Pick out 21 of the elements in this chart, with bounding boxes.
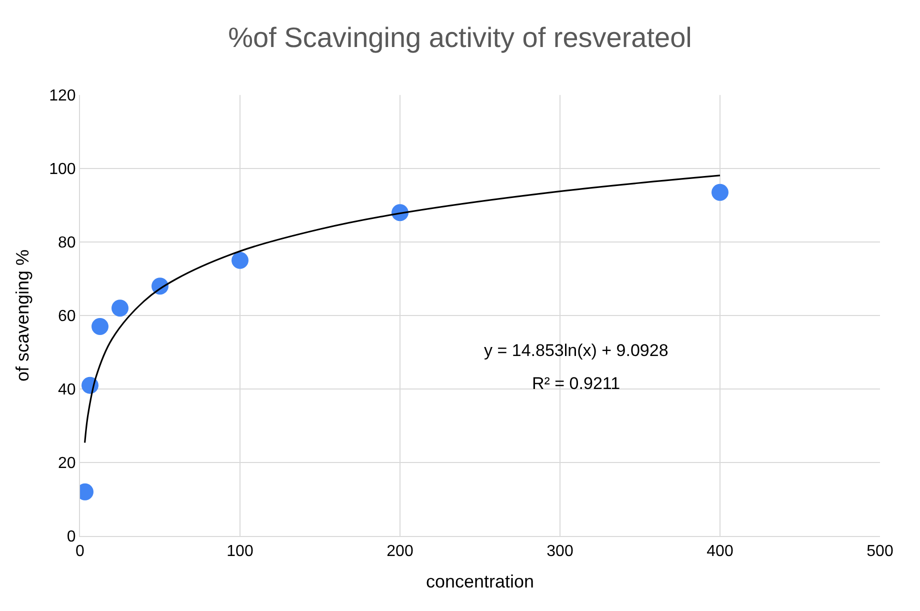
- chart-title: %of Scavinging activity of resverateol: [228, 22, 692, 54]
- x-tick-label: 100: [226, 543, 254, 560]
- y-tick-label: 100: [49, 161, 76, 178]
- y-tick-label: 20: [58, 455, 76, 472]
- annotation: y = 14.853ln(x) + 9.0928: [484, 341, 668, 360]
- annotation: R² = 0.9211: [532, 374, 620, 393]
- x-tick-label: 400: [706, 543, 734, 560]
- y-axis-title: of scavenging %: [12, 249, 32, 382]
- point: [92, 318, 108, 336]
- y-tick-label: 120: [49, 88, 76, 105]
- y-tick-label: 60: [58, 308, 76, 326]
- x-tick-label: 300: [546, 543, 574, 560]
- x-tick-label: 500: [866, 543, 894, 560]
- x-axis-title: concentration: [426, 571, 534, 592]
- point: [712, 184, 728, 201]
- y-tick-label: 0: [66, 528, 76, 546]
- y-tick-label: 80: [58, 234, 76, 252]
- point: [232, 252, 248, 269]
- x-tick-label: 200: [386, 543, 414, 560]
- y-tick-label: 40: [58, 382, 76, 399]
- point: [112, 300, 128, 317]
